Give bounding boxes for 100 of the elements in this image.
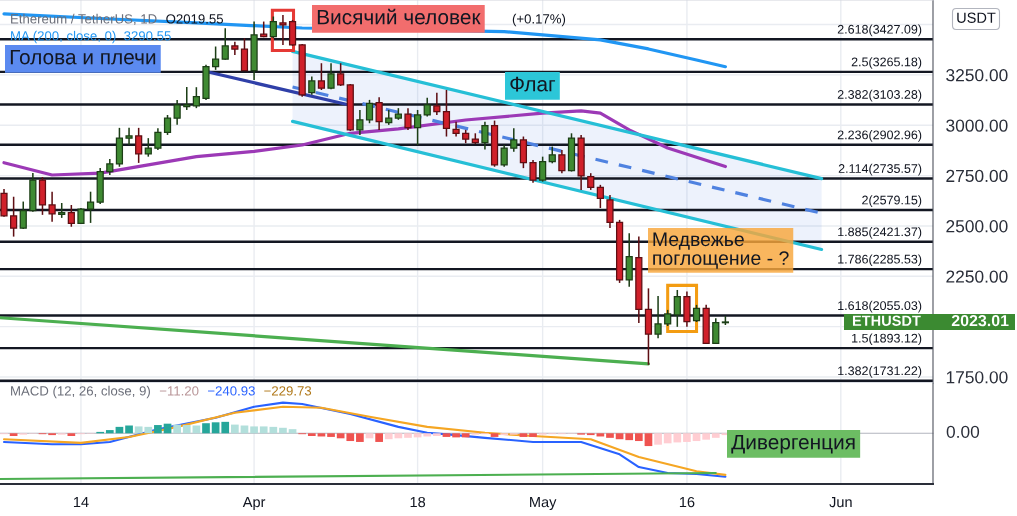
candlestick	[279, 14, 287, 46]
y-tick-label: 2250.00	[946, 270, 1008, 283]
bar	[105, 430, 114, 434]
ref-line-label: 1.382(1731.22)	[838, 366, 922, 378]
bar	[433, 433, 441, 437]
x-tick-label: 16	[679, 496, 695, 508]
annotation: Висячий человек	[317, 8, 481, 25]
bar	[615, 433, 624, 440]
bar	[634, 433, 643, 442]
bar	[404, 433, 412, 438]
annotation: ETHUSDT	[852, 315, 921, 326]
annotation: Голова и плечи	[10, 49, 156, 65]
y-tick-label: 2750.00	[946, 169, 1008, 183]
candlestick	[135, 127, 143, 164]
text: −11.20	[159, 386, 199, 396]
bar	[490, 433, 499, 437]
text: −240.93	[208, 386, 255, 396]
candlestick	[433, 92, 441, 116]
y-axis-title: USDT	[957, 12, 996, 23]
bar	[644, 433, 653, 447]
candlestick	[404, 107, 412, 131]
candlestick	[529, 159, 537, 184]
bar	[625, 433, 634, 441]
ref-line-label: 2.382(3103.28)	[837, 89, 922, 102]
ref-line-label: 1.618(2055.03)	[838, 300, 922, 313]
bar	[529, 433, 537, 437]
bar	[365, 433, 374, 439]
candlestick	[317, 62, 326, 91]
candlestick	[125, 127, 133, 146]
bar	[307, 433, 316, 437]
candlestick	[337, 62, 345, 87]
bar	[702, 433, 711, 440]
candlestick	[606, 194, 614, 229]
bar	[711, 433, 720, 438]
x-tick-label: May	[530, 497, 557, 511]
bar	[9, 433, 18, 437]
bar	[423, 433, 432, 437]
bar	[173, 424, 181, 434]
candlestick	[192, 86, 200, 109]
candlestick	[423, 97, 431, 118]
bar	[654, 433, 662, 445]
bar	[327, 433, 335, 437]
ref-line-label: 2.236(2902.96)	[837, 130, 922, 142]
bar	[356, 433, 364, 442]
annotation: Дивергенция	[731, 434, 855, 454]
bar	[442, 433, 451, 437]
x-tick-label: 18	[410, 496, 426, 508]
candlestick	[173, 99, 181, 126]
annotation: Флаг	[510, 76, 556, 92]
candlestick	[269, 15, 277, 40]
bar	[221, 421, 230, 434]
bar	[461, 433, 470, 438]
bar	[231, 424, 239, 434]
ref-line-label: 2.5(3265.18)	[851, 57, 922, 69]
bar	[375, 433, 383, 442]
text: MACD (12, 26, close, 9)	[11, 385, 150, 399]
bar	[279, 427, 287, 434]
y-tick-label: 1750.00	[946, 371, 1008, 384]
candlestick	[375, 96, 383, 131]
candlestick	[19, 200, 27, 230]
candlestick	[481, 120, 489, 151]
bar	[692, 433, 701, 442]
bar	[67, 433, 76, 437]
x-tick-label: 14	[73, 497, 89, 508]
candlestick	[240, 37, 249, 72]
bar	[384, 433, 393, 440]
candlestick	[654, 295, 662, 340]
candlestick	[0, 188, 8, 218]
candlestick	[154, 127, 162, 151]
candlestick	[327, 62, 335, 90]
bar	[125, 425, 133, 434]
candlestick	[625, 232, 633, 288]
candlestick	[308, 75, 316, 96]
candlestick	[356, 109, 364, 136]
candlestick	[183, 86, 191, 111]
bar	[154, 425, 162, 434]
ref-line-label: 1.786(2285.53)	[838, 254, 922, 267]
bar	[211, 422, 220, 434]
line-series	[2, 109, 727, 177]
text: −229.73	[264, 386, 312, 396]
candlestick	[288, 19, 297, 47]
bar	[250, 426, 258, 434]
ref-line-label: 2(2579.15)	[862, 195, 922, 207]
candlestick	[67, 204, 75, 228]
candlestick	[413, 109, 422, 146]
ref-line-label: 1.5(1893.12)	[852, 333, 922, 346]
candlestick	[48, 190, 56, 223]
x-tick-label: Jun	[829, 497, 852, 508]
candlestick	[500, 144, 508, 168]
candlestick	[86, 190, 95, 224]
x-tick-label: Apr	[242, 497, 266, 511]
bar	[606, 433, 614, 438]
y-tick-label: 2500.00	[946, 220, 1008, 233]
text: 2023.01	[951, 314, 1009, 327]
bar	[202, 423, 210, 434]
candlestick	[163, 114, 172, 136]
annotation: Медвежье поглощение - ?	[653, 232, 789, 269]
candlestick	[10, 195, 18, 238]
candlestick	[596, 184, 604, 209]
ref-line-label: 2.114(2735.57)	[838, 163, 922, 176]
